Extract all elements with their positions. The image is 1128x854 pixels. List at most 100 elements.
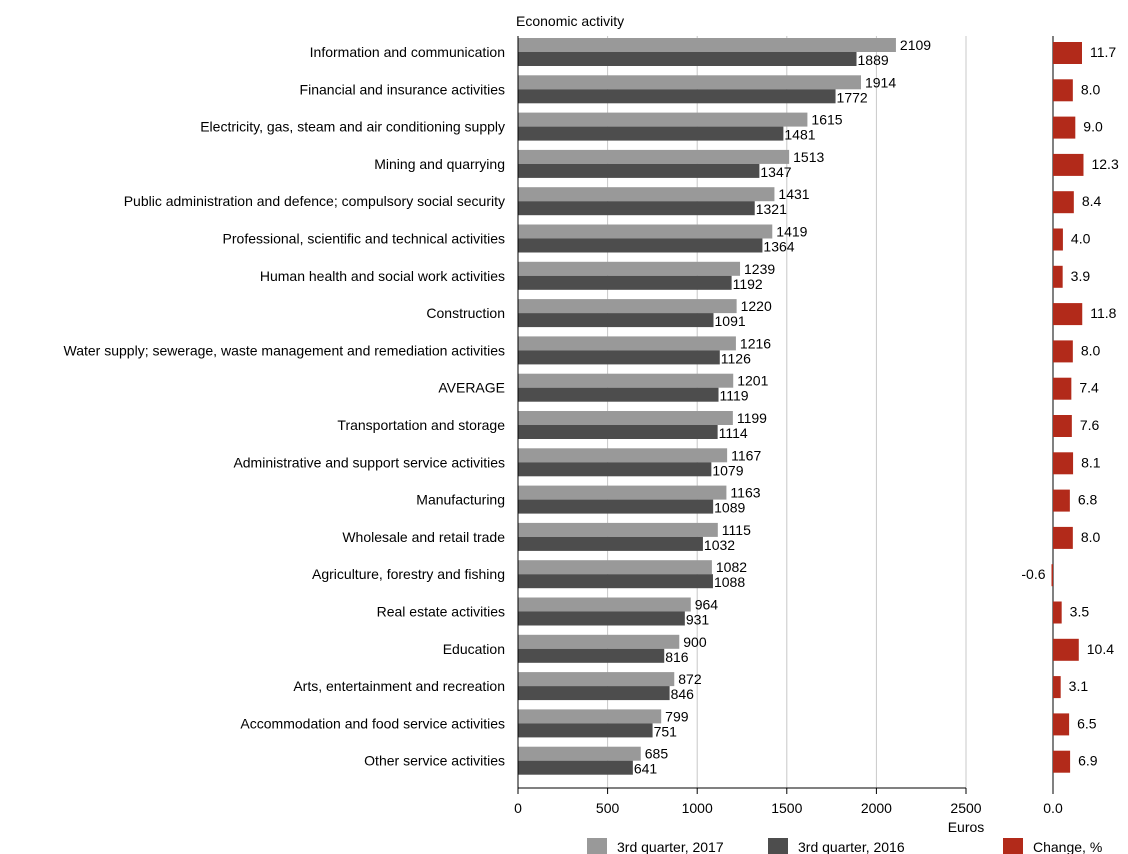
change-value-label: 7.6 (1080, 417, 1100, 433)
change-bar (1053, 153, 1084, 176)
change-value-label: 6.9 (1078, 753, 1098, 769)
bar-2016 (518, 89, 836, 104)
bar-2016 (518, 611, 685, 626)
value-label-2017: 1115 (722, 522, 751, 538)
value-label-2017: 900 (683, 634, 707, 650)
chart-title: Economic activity (516, 13, 624, 29)
x-axis: 0 500 1000 1500 2000 2500 (514, 36, 982, 816)
bar-2016 (518, 275, 732, 290)
category-label: Financial and insurance activities (300, 81, 505, 97)
x-tick-label: 1000 (682, 800, 713, 816)
category-label: Construction (426, 305, 505, 321)
bar-2017 (518, 112, 808, 127)
change-value-label: 11.7 (1090, 44, 1116, 60)
change-bar (1053, 750, 1071, 773)
bar-2017 (518, 672, 675, 687)
bar-2016 (518, 648, 665, 663)
value-label-2016: 641 (634, 761, 658, 777)
bar-2017 (518, 336, 736, 351)
bar-2016 (518, 387, 719, 402)
bar-2016 (518, 126, 784, 141)
change-value-label: 7.4 (1079, 380, 1099, 396)
bar-2016 (518, 760, 633, 775)
change-bar (1053, 377, 1072, 400)
change-bar (1053, 191, 1074, 214)
category-label: Agriculture, forestry and fishing (312, 566, 505, 582)
x-tick-label: 2000 (861, 800, 892, 816)
change-value-label: 3.5 (1070, 604, 1090, 620)
category-labels: Information and communication Financial a… (64, 44, 506, 769)
value-label-2017: 1513 (793, 149, 824, 165)
value-label-2016: 1321 (756, 201, 787, 217)
category-label: Water supply; sewerage, waste management… (64, 342, 505, 358)
change-bar (1053, 79, 1073, 102)
bar-2016 (518, 723, 653, 738)
bar-2017 (518, 38, 896, 52)
value-label-2017: 799 (665, 708, 689, 724)
value-label-2017: 964 (695, 597, 719, 613)
category-label: AVERAGE (438, 380, 505, 396)
x-axis-title: Euros (948, 819, 985, 835)
category-label: Accommodation and food service activitie… (240, 715, 505, 731)
change-value-label: 6.8 (1078, 492, 1098, 508)
x-tick-label: 2500 (950, 800, 981, 816)
change-value-label: 8.1 (1081, 454, 1101, 470)
value-label-2017: 1220 (741, 298, 772, 314)
value-label-2016: 1089 (714, 500, 745, 516)
change-bar (1053, 489, 1070, 512)
category-label: Administrative and support service activ… (233, 454, 505, 470)
bar-2016 (518, 52, 857, 66)
x-tick-label: 0 (514, 800, 522, 816)
x-tick-label: 500 (596, 800, 620, 816)
value-label-2016: 1126 (721, 350, 751, 366)
change-bar (1053, 601, 1062, 624)
category-label: Professional, scientific and technical a… (223, 231, 505, 247)
legend-label: Change, % (1033, 839, 1102, 854)
change-bar (1053, 526, 1073, 549)
value-label-2017: 1914 (865, 74, 896, 90)
bar-2017 (518, 634, 680, 649)
bar-2016 (518, 686, 670, 701)
bar-2016 (518, 163, 760, 178)
change-value-label: 3.9 (1071, 268, 1091, 284)
value-label-2017: 1431 (778, 186, 809, 202)
change-value-label: 11.8 (1090, 305, 1116, 321)
bar-2016 (518, 536, 703, 551)
category-label: Manufacturing (416, 492, 505, 508)
bar-2016 (518, 313, 714, 328)
bar-2017 (518, 187, 775, 202)
category-label: Arts, entertainment and recreation (293, 678, 505, 694)
value-label-2017: 2109 (900, 37, 931, 53)
value-label-2017: 872 (678, 671, 702, 687)
bar-2017 (518, 224, 773, 239)
bar-2017 (518, 411, 733, 425)
category-label: Wholesale and retail trade (342, 529, 505, 545)
value-label-2016: 751 (654, 723, 678, 739)
value-label-2016: 1481 (784, 127, 815, 143)
category-label: Electricity, gas, steam and air conditio… (200, 119, 505, 135)
change-chart: 0.0 11.7 8.0 9.0 12.3 8.4 4.0 3.9 11.8 8.0 7.4 7.6 8… (1021, 36, 1119, 816)
change-value-label: 3.1 (1069, 678, 1089, 694)
legend-swatch (587, 838, 607, 854)
change-bar (1053, 713, 1070, 736)
value-label-2016: 1114 (719, 425, 748, 441)
change-bar (1053, 228, 1063, 251)
change-value-label: 8.0 (1081, 529, 1101, 545)
bar-2017 (518, 485, 727, 500)
value-label-2016: 816 (665, 649, 689, 665)
legend-swatch (768, 838, 788, 854)
bar-2017 (518, 448, 728, 463)
bar-2017 (518, 261, 741, 276)
change-value-label: 8.0 (1081, 342, 1101, 358)
bar-2017 (518, 746, 641, 761)
bar-2017 (518, 597, 691, 612)
value-label-2016: 1364 (763, 239, 794, 255)
legend: 3rd quarter, 2017 3rd quarter, 2016 Change… (587, 838, 1102, 854)
value-label-2017: 1199 (737, 410, 767, 426)
bar-2017 (518, 75, 861, 90)
value-label-2016: 1088 (714, 574, 745, 590)
category-label: Real estate activities (377, 604, 505, 620)
bar-2016 (518, 462, 712, 477)
category-label: Education (443, 641, 505, 657)
